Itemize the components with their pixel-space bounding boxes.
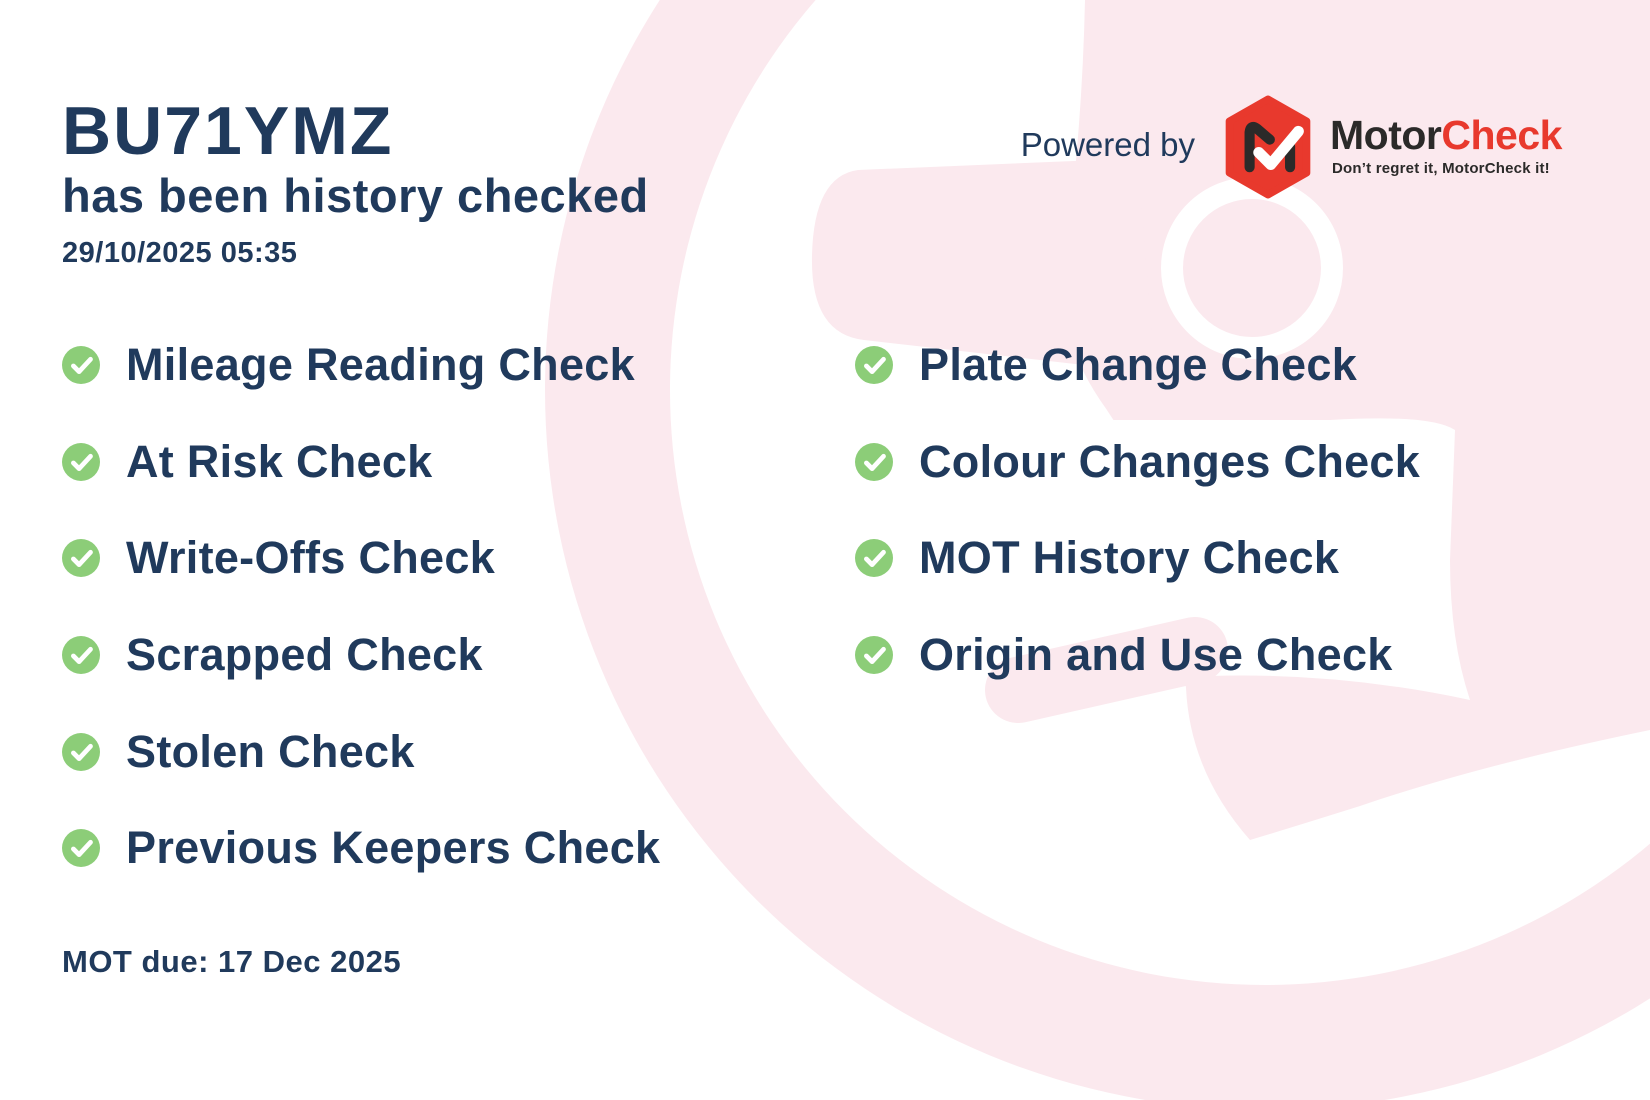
check-label: Previous Keepers Check <box>126 822 661 873</box>
check-circle-icon <box>855 539 893 577</box>
check-label: Origin and Use Check <box>919 629 1393 680</box>
check-label: Scrapped Check <box>126 629 483 680</box>
motorcheck-wordmark: MotorCheck <box>1330 112 1562 159</box>
list-item: Previous Keepers Check <box>62 822 661 873</box>
list-item: Scrapped Check <box>62 629 483 680</box>
list-item: MOT History Check <box>855 532 1340 583</box>
page-title: BU71YMZ <box>62 93 394 169</box>
check-label: Colour Changes Check <box>919 436 1421 487</box>
check-circle-icon <box>855 443 893 481</box>
powered-by-label: Powered by <box>1020 126 1195 163</box>
list-item: Origin and Use Check <box>855 629 1393 680</box>
check-label: Plate Change Check <box>919 339 1358 390</box>
check-circle-icon <box>62 636 100 674</box>
motorcheck-hexagon-icon <box>1222 94 1314 200</box>
list-item: Mileage Reading Check <box>62 339 635 390</box>
check-label: Write-Offs Check <box>126 532 496 583</box>
list-item: At Risk Check <box>62 436 433 487</box>
brand-tagline: Don’t regret it, MotorCheck it! <box>1332 160 1550 177</box>
check-circle-icon <box>62 733 100 771</box>
subtitle: has been history checked <box>62 169 649 223</box>
check-label: Mileage Reading Check <box>126 339 635 390</box>
mot-due-label: MOT due: 17 Dec 2025 <box>62 944 402 979</box>
timestamp: 29/10/2025 05:35 <box>62 236 298 269</box>
check-circle-icon <box>62 346 100 384</box>
check-circle-icon <box>62 539 100 577</box>
check-label: MOT History Check <box>919 532 1340 583</box>
list-item: Write-Offs Check <box>62 532 496 583</box>
check-circle-icon <box>62 829 100 867</box>
wordmark-motor: Motor <box>1330 112 1442 158</box>
check-label: At Risk Check <box>126 436 433 487</box>
list-item: Stolen Check <box>62 726 415 777</box>
wordmark-check: Check <box>1441 112 1562 158</box>
check-circle-icon <box>62 443 100 481</box>
title-block: BU71YMZ has been history checked 29/10/2… <box>62 93 649 270</box>
list-item: Colour Changes Check <box>855 436 1421 487</box>
check-circle-icon <box>855 346 893 384</box>
list-item: Plate Change Check <box>855 339 1358 390</box>
check-label: Stolen Check <box>126 726 415 777</box>
check-circle-icon <box>855 636 893 674</box>
